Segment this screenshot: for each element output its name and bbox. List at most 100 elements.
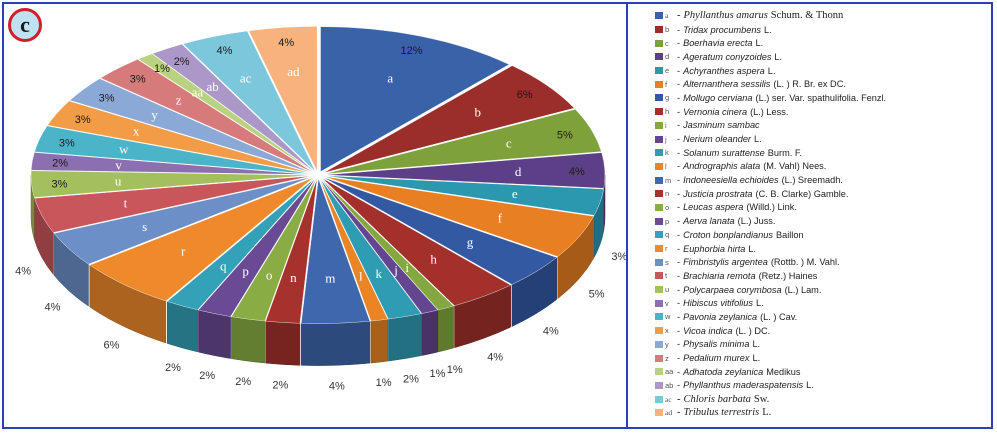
legend-swatch xyxy=(655,26,663,34)
slice-percent-label: 3% xyxy=(130,74,146,86)
legend-item: r - Euphorbia hirta L. xyxy=(655,242,990,256)
slice-letter-label: o xyxy=(266,268,273,283)
legend-code: aa xyxy=(665,367,674,377)
pie-slice-y xyxy=(69,78,313,174)
legend-species: Hibiscus vitifolius xyxy=(683,298,754,309)
legend-dash: - xyxy=(677,188,681,199)
legend-code: d xyxy=(665,52,670,62)
slice-letter-label: c xyxy=(506,136,512,151)
legend-authority: (L.) Juss. xyxy=(737,216,776,227)
legend-code: ab xyxy=(665,380,674,390)
slice-letter-label: h xyxy=(430,252,437,267)
legend-authority: L. xyxy=(762,407,772,419)
slice-letter-label: ac xyxy=(240,70,252,85)
legend-swatch xyxy=(655,313,663,321)
legend-item: w - Pavonia zeylanica (L. ) Cav. xyxy=(655,310,990,324)
legend-species: Justicia prostrata xyxy=(683,188,753,199)
slice-letter-label: ab xyxy=(206,79,218,94)
pie-slice-v xyxy=(30,152,312,175)
legend-code: ac xyxy=(665,394,672,404)
pie-slice-l xyxy=(319,178,389,322)
legend-item: f - Alternanthera sessilis (L. ) R. Br. ex … xyxy=(655,77,990,91)
panel-label-badge: c xyxy=(8,8,42,42)
legend-species: Physalis minima xyxy=(683,339,750,350)
legend-authority: Schum. & Thonn xyxy=(770,10,844,22)
legend-dash: - xyxy=(677,366,681,377)
legend-item: z - Pedalium murex L. xyxy=(655,351,990,365)
legend-item: y - Physalis minima L. xyxy=(655,338,990,352)
legend-swatch xyxy=(655,162,663,170)
legend-authority: (Rottb. ) M. Vahl. xyxy=(770,257,840,268)
legend-dash: - xyxy=(677,339,681,350)
pie-slice-p xyxy=(198,178,316,317)
slice-percent-label: 1% xyxy=(447,364,463,376)
slice-letter-label: k xyxy=(375,266,382,281)
slice-letter-label: z xyxy=(176,93,182,108)
legend-dash: - xyxy=(677,175,681,186)
legend-species: Euphorbia hirta xyxy=(683,243,746,254)
slice-letter-label: x xyxy=(133,124,140,139)
legend-swatch xyxy=(655,80,663,88)
legend-dash: - xyxy=(677,202,681,213)
legend-item: i - Jasminum sambac xyxy=(655,119,990,133)
legend-swatch xyxy=(655,395,663,403)
legend-code: x xyxy=(665,326,669,336)
legend-authority: L. xyxy=(767,65,776,76)
legend-swatch xyxy=(655,272,663,280)
slice-percent-label: 5% xyxy=(557,129,573,141)
pie-slice-side-m xyxy=(300,320,371,366)
legend-code: y xyxy=(665,339,669,349)
pie-slice-t xyxy=(34,175,312,233)
legend-authority: L. xyxy=(752,353,761,364)
legend-dash: - xyxy=(677,161,681,172)
legend-item: p - Aerva lanata (L.) Juss. xyxy=(655,214,990,228)
legend-item: l - Andrographis alata (M. Vahl) Nees. xyxy=(655,160,990,174)
slice-percent-label: 3% xyxy=(59,137,75,149)
slice-letter-label: f xyxy=(498,210,503,225)
pie-slice-k xyxy=(319,178,422,320)
pie-slice-ab xyxy=(152,43,315,173)
legend-code: s xyxy=(665,257,669,267)
legend-dash: - xyxy=(677,298,681,309)
legend-authority: L. xyxy=(764,24,772,35)
legend-dash: - xyxy=(677,407,681,419)
slice-letter-label: u xyxy=(115,173,122,188)
legend-code: z xyxy=(665,353,669,363)
legend-species: Vernonia cinera xyxy=(683,106,748,117)
slice-percent-label: 2% xyxy=(174,56,190,68)
pie-slice-ac xyxy=(182,30,316,172)
legend-authority: L. xyxy=(748,243,757,254)
pie-slice-c xyxy=(324,109,602,175)
legend-item: j - Nerium oleander L. xyxy=(655,132,990,146)
pie-slice-side-i xyxy=(437,305,454,353)
legend-species: Phyllanthus amarus xyxy=(683,10,768,22)
legend-authority: (L.) Less. xyxy=(750,106,789,117)
legend-authority: Medikus xyxy=(766,366,801,377)
legend-swatch xyxy=(655,67,663,75)
pie-slice-side-k xyxy=(388,313,422,362)
legend-item: ac - Chloris barbata Sw. xyxy=(655,392,990,406)
legend-code: q xyxy=(665,230,670,240)
legend-item: t - Brachiaria remota (Retz.) Haines xyxy=(655,269,990,283)
slice-percent-label: 2% xyxy=(52,158,68,170)
pie-slice-w xyxy=(34,125,312,175)
slice-letter-label: j xyxy=(393,262,398,277)
legend-authority: Baillon xyxy=(775,229,804,240)
legend-code: g xyxy=(665,93,670,103)
legend-item: b - Tridax procumbens L. xyxy=(655,23,990,37)
pie-slice-ad xyxy=(248,26,318,172)
legend-item: e - Achyranthes aspera L. xyxy=(655,64,990,78)
slice-letter-label: n xyxy=(290,270,297,285)
legend-code: r xyxy=(665,244,668,254)
slice-percent-label: 4% xyxy=(487,352,503,364)
legend-dash: - xyxy=(677,10,681,22)
pie-slice-side-o xyxy=(231,316,266,364)
slice-percent-label: 3% xyxy=(52,178,68,190)
pie-chart: a 12% b 6% c 5% d 4% e 3% f 5% g 4% h 4% i 1% j 1% k 2% l 1% m 4%… xyxy=(15,26,626,392)
legend-species: Pedalium murex xyxy=(683,353,750,364)
legend-species: Mollugo cerviana xyxy=(683,92,753,103)
legend-species: Nerium oleander xyxy=(683,134,751,145)
legend-item: k - Solanum surattense Burm. F. xyxy=(655,146,990,160)
legend-species: Indoneesiella echioides xyxy=(683,175,779,186)
pie-slice-e xyxy=(324,175,604,216)
